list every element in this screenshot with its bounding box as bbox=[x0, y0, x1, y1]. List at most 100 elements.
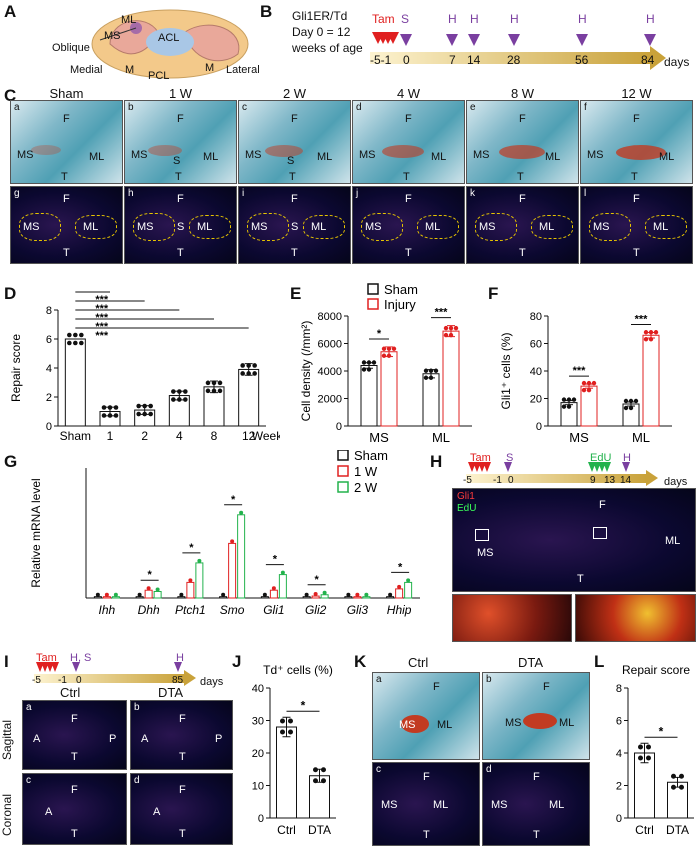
g-xtick-0: Ihh bbox=[99, 603, 116, 617]
f-dot-1-0-1 bbox=[628, 398, 634, 404]
b-tick-2: 7 bbox=[449, 53, 456, 67]
e-ylabel: Cell density (/mm²) bbox=[299, 321, 313, 422]
l-ytick-label-3: 6 bbox=[616, 716, 622, 728]
k-corner-b: b bbox=[486, 674, 492, 685]
d-dot-1-3 bbox=[101, 413, 107, 418]
g-legend-label-2: 2 W bbox=[354, 480, 378, 495]
l-dot-0-2 bbox=[638, 755, 643, 761]
a-pcl-label: PCL bbox=[148, 70, 170, 82]
k-b-ms: MS bbox=[505, 717, 522, 729]
c-top-ml-3: ML bbox=[431, 151, 447, 163]
d-dot-1-2 bbox=[113, 405, 119, 410]
d-sig-4: *** bbox=[95, 330, 109, 342]
j-xtick-1: DTA bbox=[308, 823, 331, 837]
k-a-ms: MS bbox=[399, 719, 416, 731]
c-top-t-0: T bbox=[61, 171, 68, 183]
c-bot-s-2: S bbox=[291, 221, 299, 233]
c-bot-t-0: T bbox=[63, 247, 70, 259]
k-d-t: T bbox=[533, 829, 540, 841]
d-dot-3-4 bbox=[177, 397, 182, 402]
c-bot-ml-2: ML bbox=[311, 221, 327, 233]
f-bar-1-1 bbox=[642, 334, 660, 427]
i-timeline bbox=[34, 662, 196, 686]
j-ytick-label-2: 20 bbox=[252, 748, 264, 760]
c-top-t-2: T bbox=[289, 171, 296, 183]
c-top-f-3: F bbox=[405, 113, 412, 125]
i-corner-d: d bbox=[134, 775, 140, 786]
chart-f-gli1-cells: 0 20 40 60 80 Gli1⁺ cells (%) *** MS *** ML bbox=[499, 311, 672, 445]
g-sig-2: * bbox=[189, 542, 194, 554]
f-sig-1: *** bbox=[635, 314, 649, 326]
h-ml-label: ML bbox=[665, 535, 681, 547]
i-c-a: A bbox=[45, 806, 53, 818]
f-dot-0-1-3 bbox=[581, 387, 587, 393]
b-tick-5: 56 bbox=[575, 53, 589, 67]
i-a-f: F bbox=[71, 713, 78, 725]
g-bar-1-2 bbox=[153, 591, 162, 599]
g-bar-6-1 bbox=[353, 596, 362, 599]
i-corner-a: a bbox=[26, 702, 32, 713]
d-dot-0-3 bbox=[67, 340, 72, 346]
l-ytick-label-1: 2 bbox=[616, 781, 622, 793]
g-bar-3-1 bbox=[228, 542, 237, 599]
d-dot-4-4 bbox=[211, 388, 217, 394]
d-sig-2: *** bbox=[95, 312, 109, 324]
g-dot-5-1 bbox=[313, 592, 318, 597]
d-dot-0-0 bbox=[67, 332, 72, 338]
g-bar-5-1 bbox=[311, 595, 320, 599]
k-corner-a: a bbox=[376, 674, 382, 685]
k-d-f: F bbox=[533, 771, 540, 783]
c-bot-t-3: T bbox=[405, 247, 412, 259]
f-dot-0-0-1 bbox=[566, 397, 572, 402]
l-dot-0-0 bbox=[638, 744, 643, 750]
b-tick-4: 28 bbox=[507, 53, 521, 67]
e-dot-1-1-4 bbox=[448, 332, 454, 338]
h-fluorescence-overview: Gli1 EdU F MS ML T bbox=[452, 488, 696, 592]
h-tick-5: 14 bbox=[620, 475, 632, 486]
k-safranin-dta: b F MS ML bbox=[482, 672, 590, 760]
l-xtick-1: DTA bbox=[666, 823, 689, 837]
d-dot-5-3 bbox=[240, 371, 245, 376]
i-sagittal-ctrl: a F A P T bbox=[22, 700, 127, 770]
i-c-f: F bbox=[71, 784, 78, 796]
c-bot-ml-4: ML bbox=[539, 221, 555, 233]
d-dot-5-1 bbox=[246, 363, 251, 368]
b-line3: weeks of age bbox=[292, 41, 363, 55]
i-sagittal-dta: b F A P T bbox=[130, 700, 233, 770]
b-tam-label: Tam bbox=[372, 12, 395, 26]
c-top-f-4: F bbox=[519, 113, 526, 125]
g-dot-4-1 bbox=[271, 586, 276, 591]
e-dot-1-1-0 bbox=[443, 325, 449, 331]
d-dot-2-5 bbox=[148, 411, 153, 417]
c-safranin-4: e F MS ML T bbox=[466, 100, 579, 184]
i-corner-c: c bbox=[26, 775, 31, 786]
h-tick-4: 13 bbox=[604, 475, 616, 486]
g-bar-7-1 bbox=[395, 588, 404, 599]
g-dot-6-1 bbox=[355, 592, 360, 597]
h-f-label: F bbox=[599, 499, 606, 511]
panel-b-letter: B bbox=[260, 2, 273, 21]
g-dot-0-0 bbox=[95, 592, 100, 597]
g-bar-4-0 bbox=[260, 596, 269, 599]
d-dot-4-3 bbox=[205, 388, 211, 394]
e-bar-0-0 bbox=[360, 365, 378, 427]
panel-f-letter: F bbox=[488, 284, 499, 303]
g-bar-5-0 bbox=[302, 596, 311, 599]
b-line1: Gli1ER/Td bbox=[292, 9, 348, 23]
e-dot-0-0-3 bbox=[361, 367, 367, 372]
e-dot-1-0-2 bbox=[433, 368, 439, 373]
c-fluor-4: k F MS ML T bbox=[466, 186, 579, 264]
g-bar-0-1 bbox=[102, 596, 111, 599]
c-top-s-2: S bbox=[287, 155, 295, 167]
c-col-header-0: Sham bbox=[49, 86, 84, 101]
g-bar-6-2 bbox=[362, 596, 371, 599]
i-coronal-ctrl: c F A T bbox=[22, 773, 127, 845]
panel-l-letter: L bbox=[594, 652, 605, 671]
c-bot-f-3: F bbox=[405, 193, 412, 205]
j-dot-1-1 bbox=[321, 767, 326, 773]
f-dot-0-1-2 bbox=[591, 380, 597, 386]
g-dot-2-0 bbox=[179, 592, 184, 597]
d-dot-0-2 bbox=[79, 332, 84, 338]
